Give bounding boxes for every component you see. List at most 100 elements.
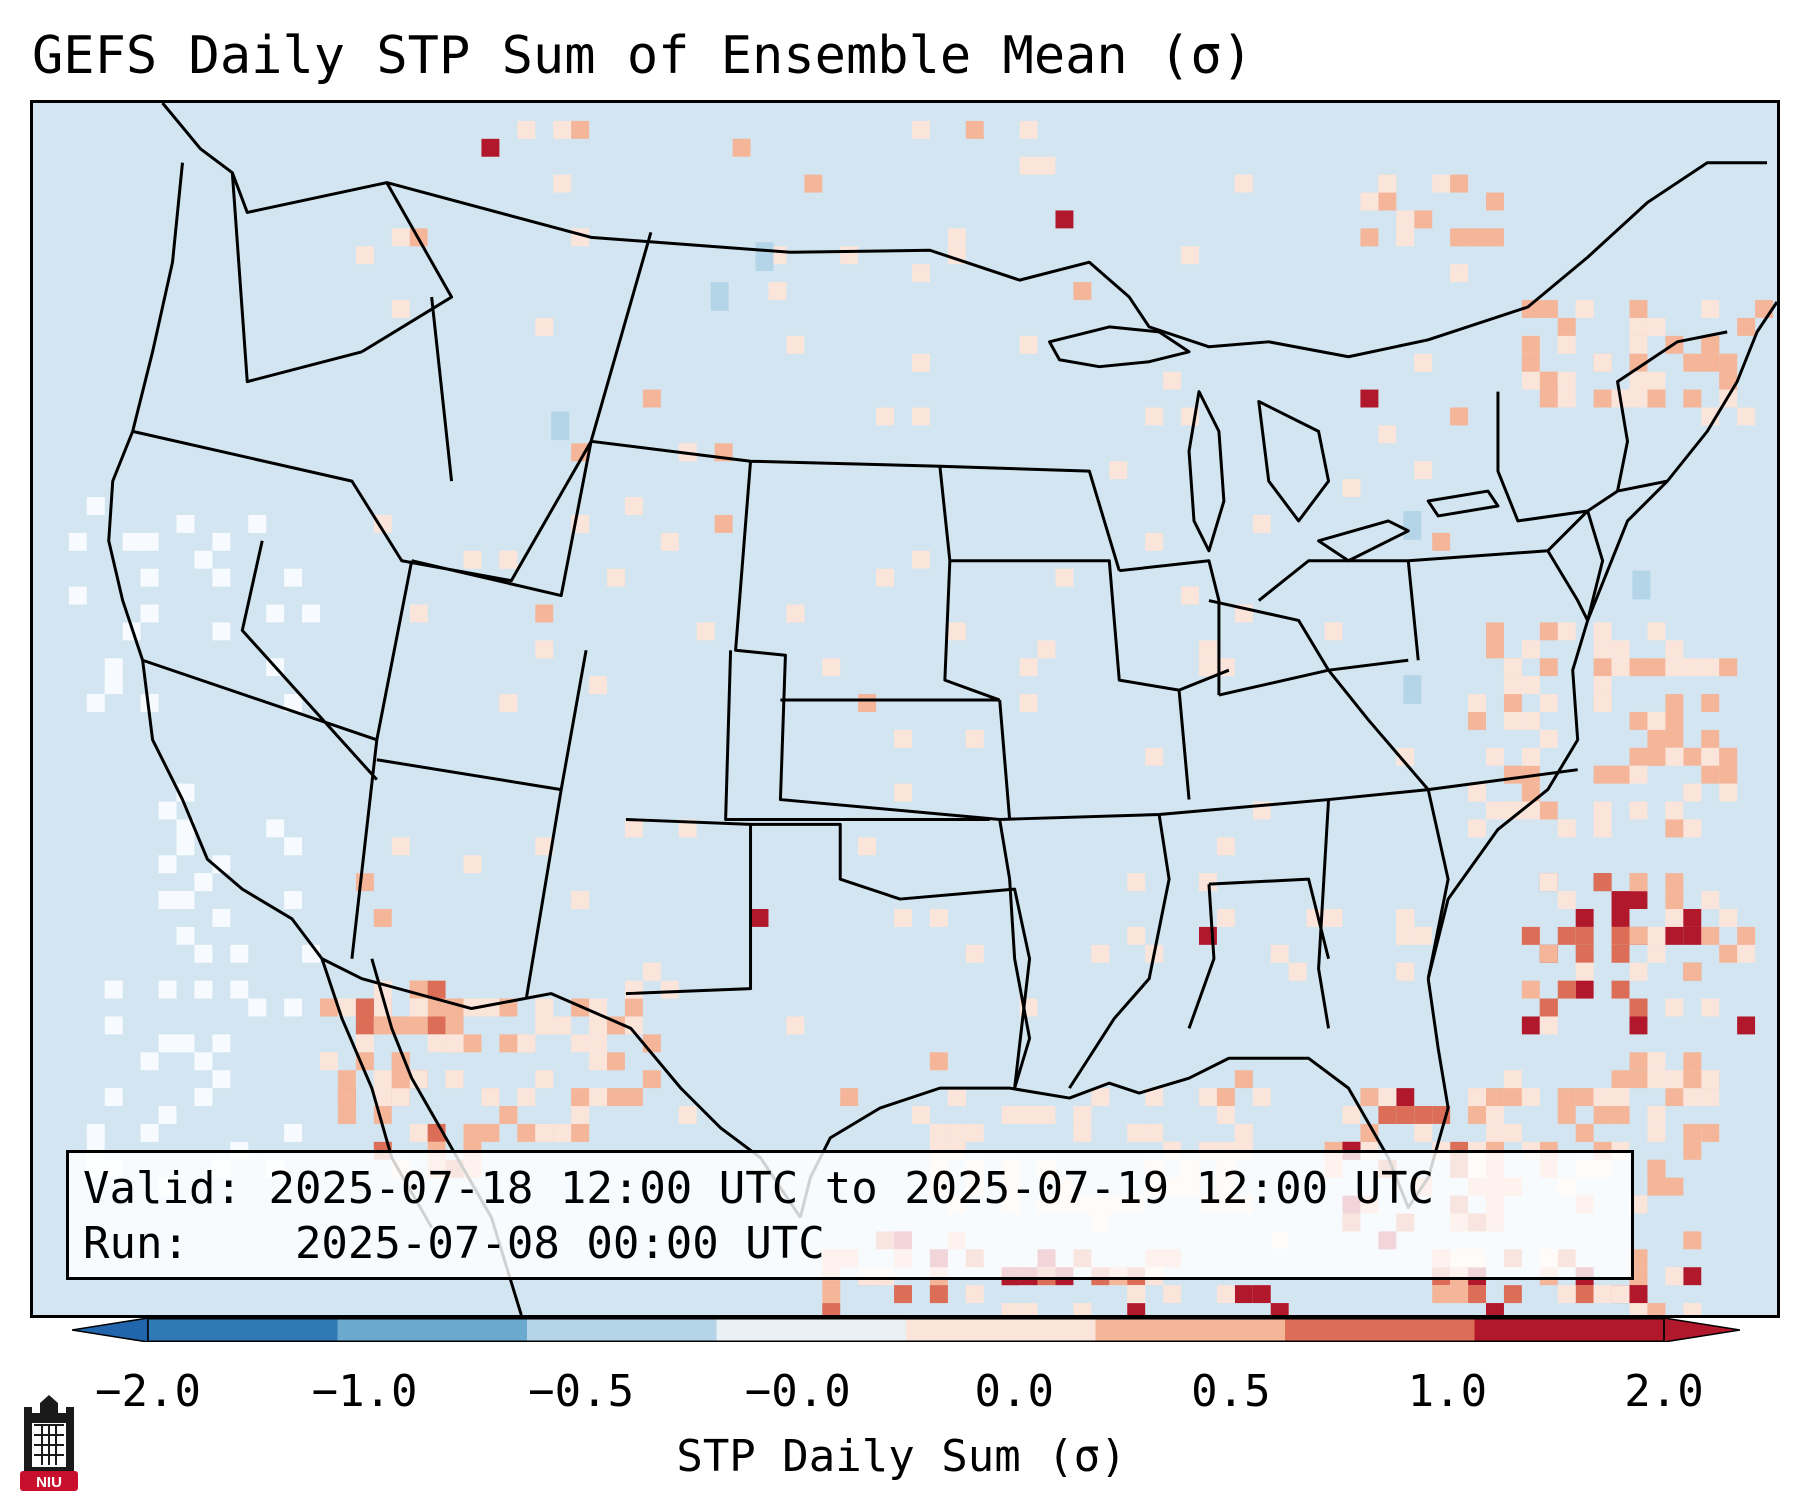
stp-cell: [571, 120, 590, 139]
stp-cell: [894, 783, 912, 802]
stp-cell: [1629, 747, 1648, 766]
stp-cell: [1539, 1016, 1558, 1035]
stp-cell: [1468, 711, 1487, 730]
stp-cell: [1629, 371, 1648, 390]
stp-cell: [1073, 282, 1092, 301]
stp-cell: [1629, 300, 1648, 318]
stp-cell: [571, 1088, 590, 1107]
stp-cell: [1109, 461, 1128, 480]
stp-cell: [1647, 1070, 1666, 1089]
stp-cell: [337, 998, 356, 1017]
map-title: GEFS Daily STP Sum of Ensemble Mean (σ): [32, 26, 1253, 86]
stp-cell: [1737, 317, 1756, 336]
stp-cell: [624, 819, 643, 838]
stp-cell: [1450, 228, 1469, 247]
stp-cell: [929, 1052, 948, 1071]
stp-cell: [929, 1285, 948, 1304]
stp-cell: [194, 944, 213, 963]
stp-cell: [1683, 1231, 1702, 1250]
stp-cell: [1486, 622, 1504, 641]
run-label: Run:: [83, 1218, 189, 1269]
stp-cell: [68, 586, 87, 605]
stp-cell: [750, 909, 769, 927]
stp-cell: [337, 1070, 356, 1089]
stp-cell: [1683, 353, 1702, 372]
stp-cell: [786, 604, 805, 623]
stp-cell: [786, 335, 805, 354]
stp-cell: [1521, 640, 1540, 659]
stp-cell: [391, 837, 410, 856]
stp-cell: [158, 891, 177, 910]
stp-cell: [176, 819, 195, 838]
stp-cell: [1683, 747, 1702, 766]
stp-cell: [1575, 926, 1594, 945]
stp-cell: [804, 174, 823, 193]
stp-cell: [1145, 1088, 1164, 1107]
stp-cell: [284, 568, 303, 587]
stp-cell: [929, 1123, 948, 1142]
stp-cell: [212, 568, 231, 587]
stp-cell: [517, 1088, 536, 1107]
stp-cell: [481, 138, 500, 157]
stp-cell: [176, 837, 195, 856]
stp-cell: [1647, 926, 1666, 945]
stp-cell: [320, 998, 338, 1017]
stp-cell: [1019, 1106, 1038, 1124]
stp-cell: [409, 1016, 428, 1035]
stp-cell: [373, 1070, 392, 1089]
stp-cell: [642, 1034, 661, 1053]
stp-cell: [947, 622, 966, 641]
colorbar-segment: [527, 1318, 717, 1342]
stp-cell: [517, 120, 536, 139]
stp-cell: [1503, 694, 1522, 712]
stp-cell: [1037, 156, 1056, 175]
stp-cell: [1521, 676, 1540, 695]
stp-cell: [1665, 998, 1684, 1017]
stp-cell: [1737, 407, 1756, 426]
stp-cell: [840, 246, 859, 265]
stp-cell: [1629, 1285, 1648, 1304]
stp-cell: [373, 909, 392, 927]
stp-cell: [1557, 926, 1576, 945]
stp-cell: [1719, 765, 1738, 784]
stp-cell: [1163, 1285, 1182, 1304]
stp-cell: [1647, 622, 1666, 641]
stp-cell: [911, 407, 930, 426]
colorbar-segment: [716, 1318, 907, 1342]
stp-cell: [1575, 909, 1594, 927]
stp-cell: [373, 1088, 392, 1107]
stp-cell: [355, 1034, 374, 1053]
stp-cell: [607, 1052, 625, 1071]
stp-cell: [965, 120, 984, 139]
stp-cell: [1557, 1106, 1576, 1124]
stp-cell: [463, 550, 482, 569]
stp-cell: [1486, 1123, 1504, 1142]
stp-cell: [553, 1016, 572, 1035]
stp-cell: [1611, 1070, 1630, 1089]
stp-cell: [1396, 1106, 1415, 1124]
stp-cell: [624, 1088, 643, 1107]
stp-cell: [140, 1123, 159, 1142]
stp-cell: [1593, 658, 1612, 677]
state-lines-texas: [625, 817, 1032, 1089]
stp-cell: [1252, 1088, 1271, 1107]
stp-cell: [1557, 1285, 1576, 1304]
lake-ontario: [1426, 489, 1500, 518]
stp-cell: [1234, 1123, 1253, 1142]
stp-cell: [1593, 640, 1612, 659]
stp-cell: [140, 1052, 159, 1071]
stp-cell: [1737, 926, 1756, 945]
lake-erie: [1317, 519, 1410, 563]
stp-cell: [1396, 1088, 1415, 1107]
stp-cell: [302, 604, 321, 623]
stp-cell: [1198, 1088, 1217, 1107]
stp-cell: [1181, 246, 1199, 265]
stp-cell: [355, 1052, 374, 1071]
stp-cell: [535, 837, 554, 856]
stp-cell: [1647, 1303, 1666, 1315]
stp-cell: [1091, 944, 1110, 963]
state-lines-west: [132, 172, 1032, 1089]
stp-cell: [1539, 944, 1558, 963]
stp-cell: [1432, 532, 1451, 551]
colorbar-segment: [337, 1318, 528, 1342]
